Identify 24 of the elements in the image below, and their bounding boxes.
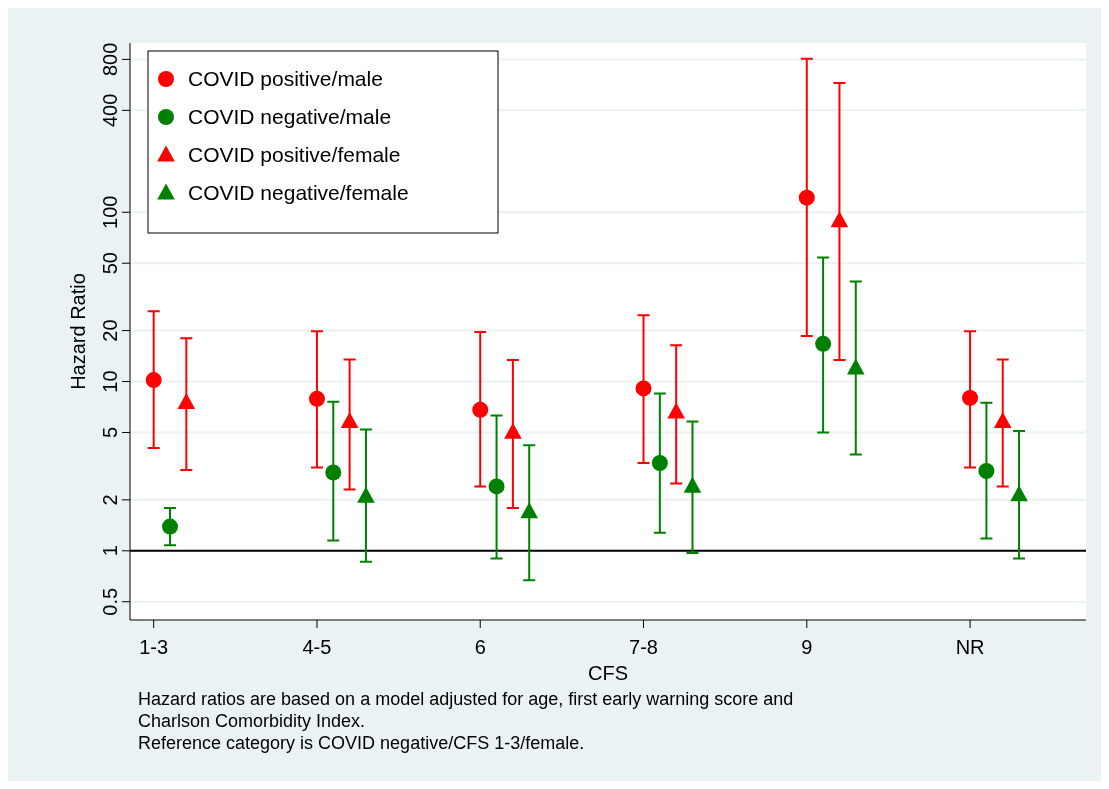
y-tick-label: 10: [99, 370, 121, 393]
legend-label: COVID negative/male: [188, 105, 392, 128]
y-axis-title: Hazard Ratio: [67, 273, 89, 390]
y-tick-label: 20: [99, 319, 121, 342]
y-tick-label: 400: [99, 93, 121, 128]
legend-label: COVID positive/female: [188, 143, 401, 166]
x-tick-label: 7-8: [629, 636, 658, 658]
x-tick-label: 6: [474, 636, 486, 658]
y-tick-label: 2: [99, 494, 121, 506]
y-tick-label: 800: [99, 42, 121, 77]
x-tick-label: NR: [955, 636, 985, 658]
x-tick-label: 9: [801, 636, 813, 658]
y-tick-label: 1: [99, 545, 121, 557]
y-tick-label: 100: [99, 195, 121, 229]
legend-label: COVID negative/female: [188, 181, 409, 204]
x-axis-title: CFS: [588, 662, 628, 684]
text: Hazard ratios are based on a model adjusted for age, first early warning score and Charlson Comorbidity Index.: [138, 689, 794, 731]
x-tick-label: 1-3: [139, 636, 169, 658]
x-tick-label: 4-5: [302, 636, 332, 658]
legend-label: COVID positive/male: [188, 67, 383, 90]
y-tick-label: 50: [99, 252, 121, 275]
text: Reference category is COVID negative/CFS 1-3/female.: [138, 733, 585, 753]
y-tick-label: 0.5: [99, 587, 121, 616]
y-tick-label: 5: [99, 426, 121, 439]
